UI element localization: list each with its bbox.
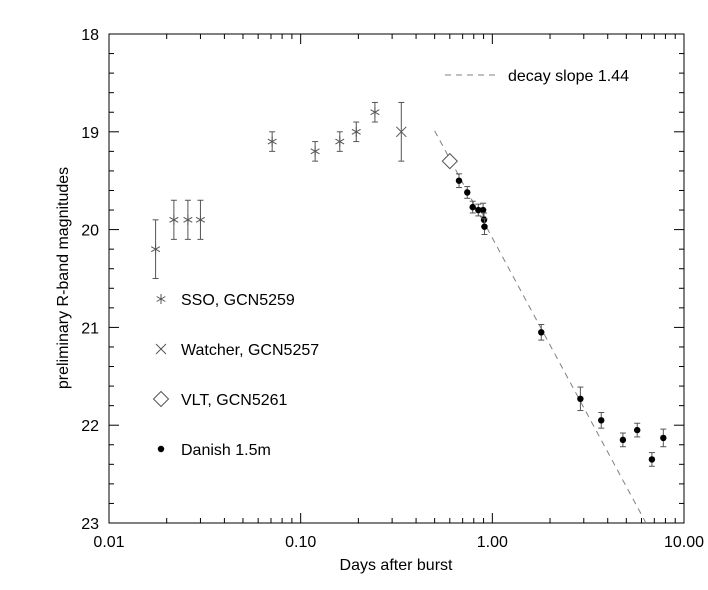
data-point-asterisk-stroke xyxy=(195,216,206,223)
data-point-diamond xyxy=(441,152,459,170)
legend: SSO, GCN5259 Watcher, GCN5257 VLT, GCN5261… xyxy=(152,68,629,459)
y-tick-label: 22 xyxy=(81,418,99,435)
data-point-filled-circle xyxy=(633,426,641,434)
axes-layer: 0.01 0.10 1.00 10.00 18 19 20 21 22 23 xyxy=(81,27,704,551)
data-point-asterisk xyxy=(351,126,361,137)
data-point-asterisk-stroke xyxy=(310,148,320,155)
data-point-asterisk-stroke xyxy=(351,128,361,135)
y-tick-label: 20 xyxy=(81,223,99,240)
data-point-asterisk xyxy=(195,214,206,225)
x-tick-label: 0.01 xyxy=(93,534,124,551)
legend-label: Danish 1.5m xyxy=(181,442,271,459)
x-tick-label: 0.10 xyxy=(285,534,316,551)
legend-marker-diamond xyxy=(152,390,170,408)
data-point-x xyxy=(395,126,407,138)
legend-marker-x xyxy=(155,343,167,355)
data-point-asterisk-stroke xyxy=(169,216,179,223)
legend-label: Watcher, GCN5257 xyxy=(181,342,319,359)
data-point-filled-circle xyxy=(469,203,476,211)
data-point-asterisk-stroke xyxy=(267,138,277,145)
legend-label: VLT, GCN5261 xyxy=(181,392,288,409)
data-point-filled-circle xyxy=(455,177,463,184)
data-point-asterisk-stroke xyxy=(370,109,380,116)
x-axis-label: Days after burst xyxy=(340,557,453,574)
data-point-filled-circle xyxy=(481,223,488,230)
y-tick-label: 23 xyxy=(81,516,99,533)
x-tick-label: 1.00 xyxy=(477,534,508,551)
y-tick-label: 21 xyxy=(81,320,99,337)
data-point-filled-circle xyxy=(619,436,627,444)
x-tick-label: 10.00 xyxy=(664,534,704,551)
legend-label: SSO, GCN5259 xyxy=(181,292,295,309)
data-point-asterisk-stroke xyxy=(150,246,161,253)
data-point-asterisk xyxy=(169,214,179,225)
legend-fit-label: decay slope 1.44 xyxy=(508,68,629,85)
y-tick-label: 19 xyxy=(81,125,99,142)
plot-frame xyxy=(108,33,685,524)
legend-marker-x-stroke xyxy=(155,343,167,355)
data-point-asterisk xyxy=(267,136,277,147)
data-point-x-stroke xyxy=(395,126,407,138)
data-point-asterisk xyxy=(183,214,193,225)
marks-layer xyxy=(150,101,667,467)
data-point-filled-circle xyxy=(475,206,482,214)
data-point-asterisk-stroke xyxy=(183,216,193,223)
y-axis-label: preliminary R-band magnitudes xyxy=(55,167,72,389)
data-point-asterisk-stroke xyxy=(335,138,345,145)
data-point-filled-circle xyxy=(660,434,667,442)
data-point-asterisk xyxy=(150,244,161,255)
data-point-filled-circle xyxy=(464,189,471,196)
data-point-filled-circle xyxy=(577,395,584,403)
legend-marker-asterisk-stroke xyxy=(156,296,166,302)
data-point-filled-circle xyxy=(648,456,656,463)
decay-fit-line xyxy=(434,130,647,524)
data-point-filled-circle xyxy=(479,206,487,214)
data-point-asterisk xyxy=(370,107,380,118)
legend-marker-filled-circle xyxy=(157,445,165,453)
fit-layer xyxy=(434,130,647,524)
data-point-asterisk xyxy=(310,146,320,157)
data-point-filled-circle xyxy=(598,417,605,424)
data-point-filled-circle xyxy=(538,329,545,336)
legend-marker-asterisk xyxy=(156,294,166,304)
y-tick-label: 18 xyxy=(81,27,99,44)
data-point-asterisk xyxy=(335,136,345,147)
